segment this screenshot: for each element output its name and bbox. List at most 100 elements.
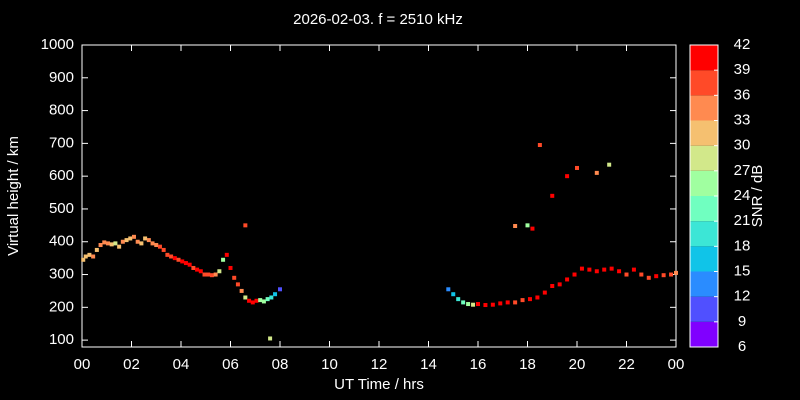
data-point	[239, 288, 244, 293]
y-tick-label: 600	[49, 167, 74, 184]
data-point	[81, 257, 86, 262]
colorbar-label: SNR / dB	[749, 165, 766, 228]
data-point	[535, 295, 540, 300]
colorbar-band	[690, 145, 718, 171]
data-point	[165, 252, 170, 257]
data-point	[273, 292, 278, 297]
data-point	[180, 259, 185, 264]
data-point	[498, 301, 503, 306]
data-point	[105, 241, 110, 246]
x-tick-label: 06	[222, 356, 239, 373]
colorbar-tick-label: 18	[734, 237, 751, 254]
colorbar-tick-label: 39	[734, 61, 751, 78]
y-axis-label: Virtual height / km	[5, 136, 22, 256]
data-point	[254, 298, 259, 303]
data-point	[446, 287, 451, 292]
data-point	[602, 267, 607, 272]
data-point	[520, 298, 525, 303]
data-point	[150, 241, 155, 246]
data-point	[537, 143, 542, 148]
colorbar-band	[690, 296, 718, 322]
data-point	[135, 239, 140, 244]
data-point	[117, 244, 122, 249]
data-point	[639, 272, 644, 277]
colorbar-band	[690, 321, 718, 347]
colorbar-tick-label: 30	[734, 137, 751, 154]
data-point	[674, 270, 678, 275]
data-point	[109, 242, 114, 247]
data-point	[235, 282, 240, 287]
data-point	[278, 287, 282, 292]
data-point	[247, 298, 252, 303]
colorbar-tick-label: 12	[734, 288, 751, 305]
data-point	[513, 224, 518, 229]
x-tick-label: 18	[519, 356, 536, 373]
data-point	[587, 267, 592, 272]
data-point	[565, 174, 570, 179]
colorbar-tick-label: 15	[734, 262, 751, 279]
y-tick-label: 100	[49, 331, 74, 348]
data-point	[131, 234, 136, 239]
x-tick-label: 02	[123, 356, 140, 373]
data-point	[157, 244, 162, 249]
data-point	[94, 247, 99, 252]
data-point	[505, 300, 510, 305]
data-point	[269, 295, 274, 300]
data-point	[258, 298, 263, 303]
data-point	[661, 273, 666, 278]
y-tick-label: 700	[49, 134, 74, 151]
data-point	[217, 269, 222, 274]
x-tick-label: 14	[420, 356, 437, 373]
colorbar-tick-label: 21	[734, 212, 751, 229]
data-point	[594, 170, 599, 175]
data-point	[169, 254, 174, 259]
data-point	[83, 254, 88, 259]
data-point	[232, 275, 237, 280]
colorbar-band	[690, 196, 718, 222]
data-point	[579, 266, 584, 271]
data-point	[146, 238, 151, 243]
data-point	[631, 267, 636, 272]
data-point	[265, 297, 270, 302]
data-point	[120, 239, 125, 244]
colorbar-band	[690, 70, 718, 96]
data-point	[187, 262, 192, 267]
y-tick-label: 400	[49, 233, 74, 250]
x-tick-label: 16	[470, 356, 487, 373]
data-point	[161, 247, 166, 252]
data-point	[466, 302, 471, 307]
data-point	[609, 266, 614, 271]
data-point	[195, 267, 200, 272]
y-tick-label: 1000	[41, 36, 74, 53]
data-point	[206, 272, 211, 277]
data-point	[483, 303, 488, 308]
x-tick-label: 00	[668, 356, 685, 373]
data-point	[250, 300, 255, 305]
data-point	[154, 243, 159, 248]
y-tick-label: 900	[49, 69, 74, 86]
data-point	[669, 272, 674, 277]
data-point	[550, 284, 555, 289]
data-point	[221, 257, 226, 262]
colorbar-tick-label: 27	[734, 162, 751, 179]
colorbar-band	[690, 45, 718, 71]
data-point	[91, 254, 96, 259]
y-tick-label: 500	[49, 200, 74, 217]
data-point	[268, 336, 273, 341]
data-point	[646, 275, 651, 280]
data-point	[525, 223, 530, 228]
data-point	[98, 243, 103, 248]
data-point	[191, 265, 196, 270]
colorbar-tick-label: 6	[738, 338, 746, 355]
data-point	[228, 265, 233, 270]
data-point	[451, 292, 456, 297]
data-point	[654, 274, 659, 279]
x-tick-label: 20	[569, 356, 586, 373]
data-point	[476, 302, 480, 307]
data-point	[557, 282, 562, 287]
data-point	[183, 261, 188, 266]
data-point	[617, 269, 622, 274]
data-point	[102, 240, 107, 245]
data-point	[202, 272, 207, 277]
